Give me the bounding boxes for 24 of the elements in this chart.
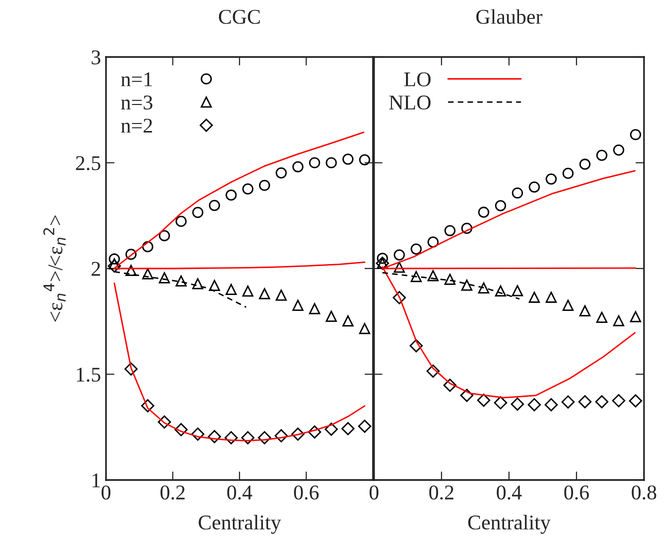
y-tick-label: 2 (92, 262, 100, 276)
x-tick-label: 0.6 (294, 485, 319, 500)
chart-title: CGC (218, 10, 260, 24)
y-tick-label: 3 (92, 50, 100, 64)
legend-label: n=1 (121, 72, 152, 86)
x-tick-label: 0.4 (496, 485, 522, 500)
legend-label: LO (404, 72, 431, 86)
x-tick-label: 0.6 (564, 485, 589, 500)
x-axis-title: Centrality (198, 514, 282, 534)
x-tick-label: 0.4 (227, 485, 252, 500)
x-tick-label: 0.2 (160, 485, 185, 500)
legend-label: n=3 (121, 96, 152, 110)
chart-title: Glauber (476, 9, 542, 24)
legend-label: n=2 (121, 118, 152, 133)
x-tick-label: 0 (370, 485, 378, 500)
x-axis-title: Centrality (468, 514, 551, 534)
y-tick-label: 1.5 (76, 368, 100, 382)
legend-label: NLO (389, 96, 431, 110)
x-tick-label: 0.2 (429, 485, 454, 500)
x-tick-label: 0.8 (632, 485, 656, 500)
x-tick-label: 0 (102, 485, 110, 500)
y-tick-label: 1 (92, 473, 100, 488)
y-tick-label: 2.5 (76, 156, 100, 170)
y-axis-title: <ε$_{n}$$^{4}$>/<ε$_{n}$$^{2}$> (43, 215, 66, 322)
